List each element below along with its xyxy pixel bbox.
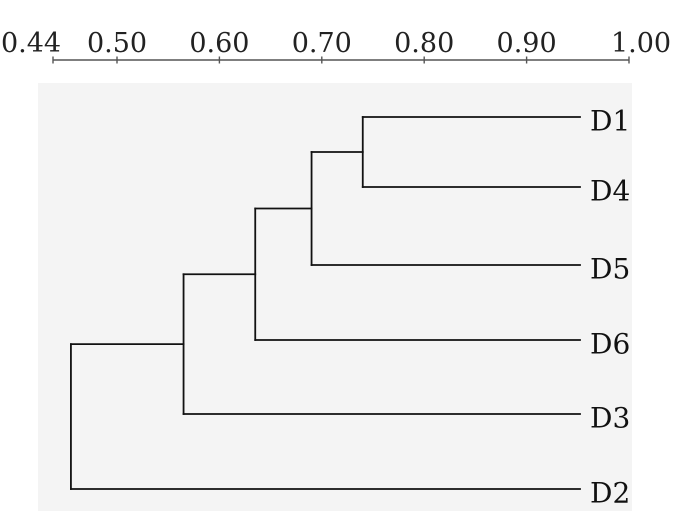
tick-label: 0.50 [87,28,147,59]
leaf-label-d5: D5 [590,253,630,286]
tick-label: 0.80 [394,28,454,59]
tick-label: 0.70 [292,28,352,59]
dendrogram-branches [70,116,581,490]
leaf-label-d2: D2 [590,477,630,510]
tick-label: 0.44 [1,28,61,59]
leaf-labels: D1 D4 D5 D6 D3 D2 [590,105,630,510]
tick-label: 1.00 [611,28,671,59]
leaf-label-d6: D6 [590,328,630,361]
tick-label: 0.90 [497,28,557,59]
axis-ticks: 0.44 0.50 0.60 0.70 0.80 0.90 1.00 [1,28,671,64]
leaf-label-d4: D4 [590,175,630,208]
plot-background [38,83,632,511]
leaf-label-d1: D1 [590,105,630,138]
leaf-label-d3: D3 [590,402,630,435]
tick-label: 0.60 [189,28,249,59]
